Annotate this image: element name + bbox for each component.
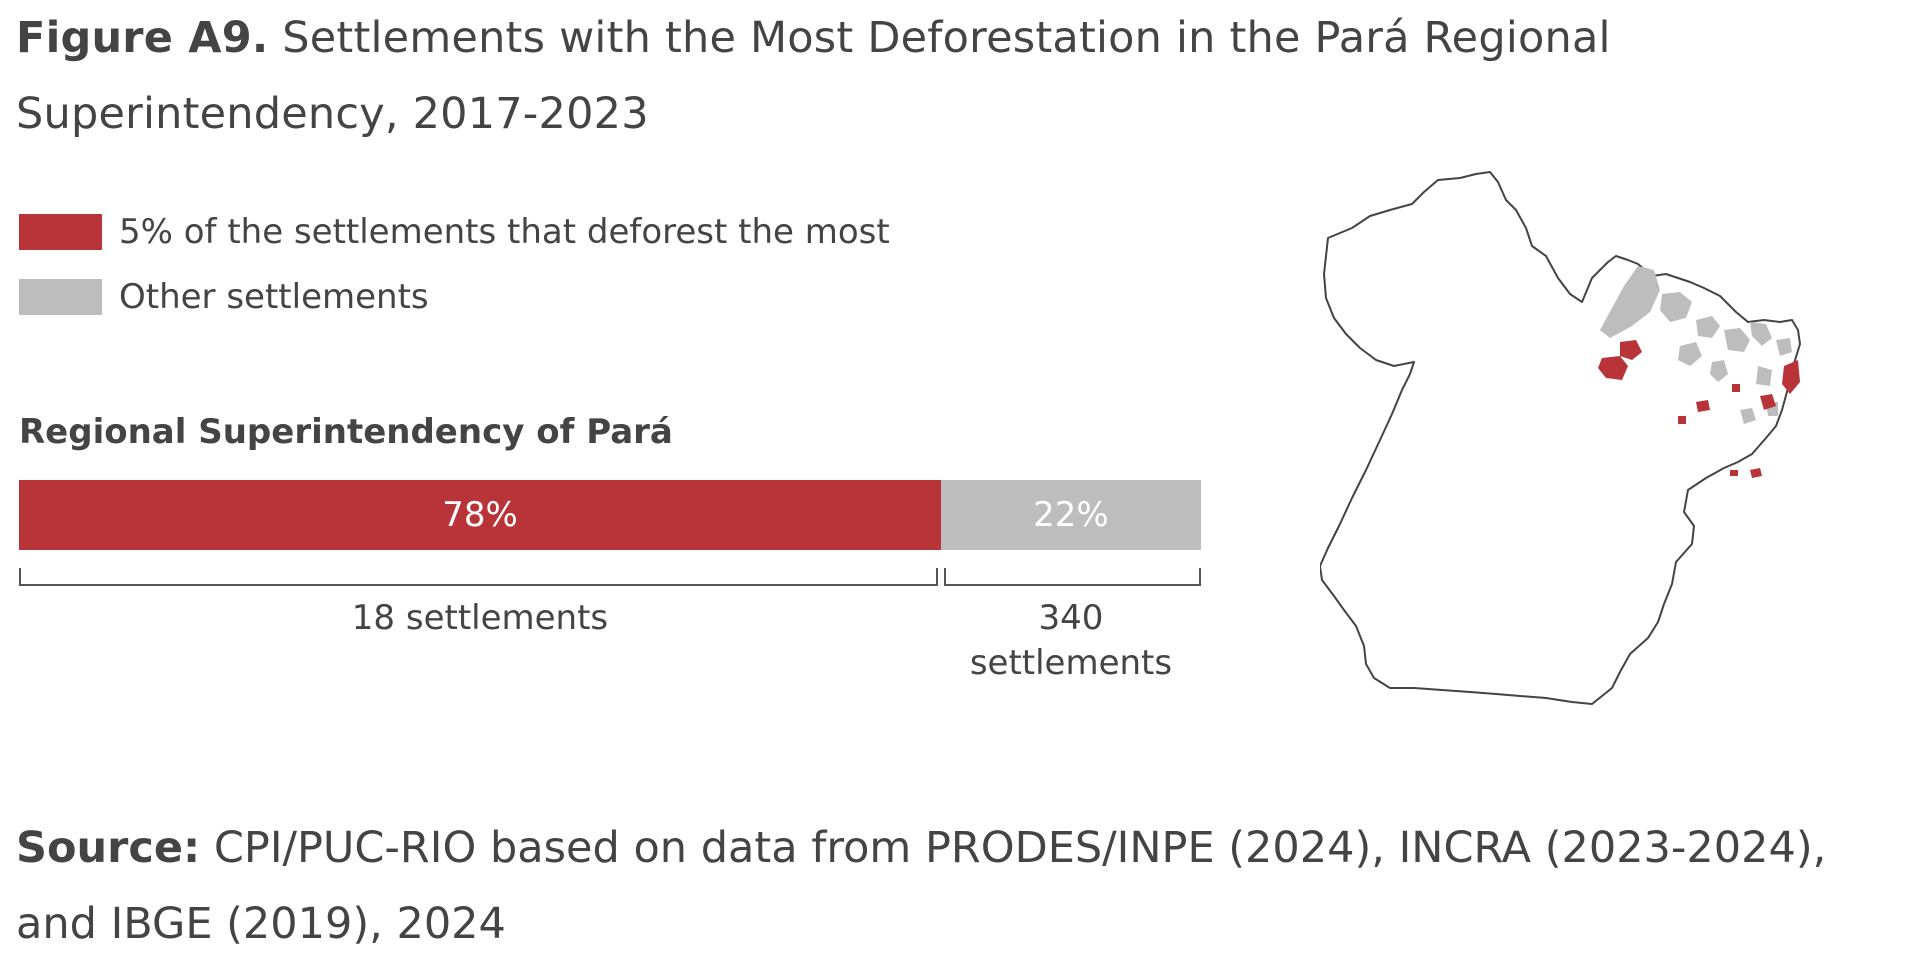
other-settlement-shape [1756,366,1772,386]
source-text: CPI/PUC-RIO based on data from PRODES/IN… [16,823,1827,949]
figure-label: Figure A9. [16,13,269,63]
legend-label-top5: 5% of the settlements that deforest the … [119,212,890,252]
top-settlement-shape [1696,400,1710,412]
count-label-top5: 18 settlements [351,598,609,638]
legend-item-other: Other settlements [19,277,429,317]
top-settlements-shapes [1598,340,1800,478]
figure-title-text: Settlements with the Most Deforestation … [16,13,1611,139]
other-settlements-shapes [1600,266,1792,424]
para-state-map [1320,171,1801,705]
bracket-other [943,568,1201,586]
figure-title: Figure A9. Settlements with the Most Def… [16,0,1816,152]
top-settlement-shape [1730,470,1738,476]
other-settlement-shape [1600,266,1660,338]
bracket-top5 [19,568,938,586]
bar-value-label-other: 22% [1033,495,1109,535]
bar-chart-title: Regional Superintendency of Pará [19,412,673,452]
para-state-outline [1320,171,1801,705]
other-settlement-shape [1710,360,1728,382]
other-settlement-shape [1696,316,1720,338]
source-label: Source: [16,823,201,873]
other-settlement-shape [1750,322,1772,346]
top-settlement-shape [1750,468,1762,478]
other-settlement-shape [1660,292,1692,322]
top-settlement-shape [1782,360,1800,394]
top-settlement-shape [1678,416,1686,424]
other-settlement-shape [1740,408,1756,424]
other-settlement-shape [1724,328,1750,352]
bar-segment-top5: 78% [19,480,941,550]
legend-swatch-top5 [19,214,102,250]
source-note: Source: CPI/PUC-RIO based on data from P… [16,810,1836,962]
legend-item-top5: 5% of the settlements that deforest the … [19,212,890,252]
other-settlement-shape [1678,342,1702,366]
stacked-bar: 78% 22% [19,480,1201,550]
other-settlement-shape [1776,338,1792,356]
top-settlement-shape [1620,340,1642,360]
legend-swatch-other [19,279,102,315]
top-settlement-shape [1760,394,1776,410]
top-settlement-shape [1598,356,1628,380]
bar-segment-other: 22% [940,480,1201,550]
top-settlement-shape [1732,384,1740,392]
bar-value-label-top5: 78% [442,495,518,535]
count-label-other: 340 settlements [969,598,1173,683]
legend-label-other: Other settlements [119,277,429,317]
